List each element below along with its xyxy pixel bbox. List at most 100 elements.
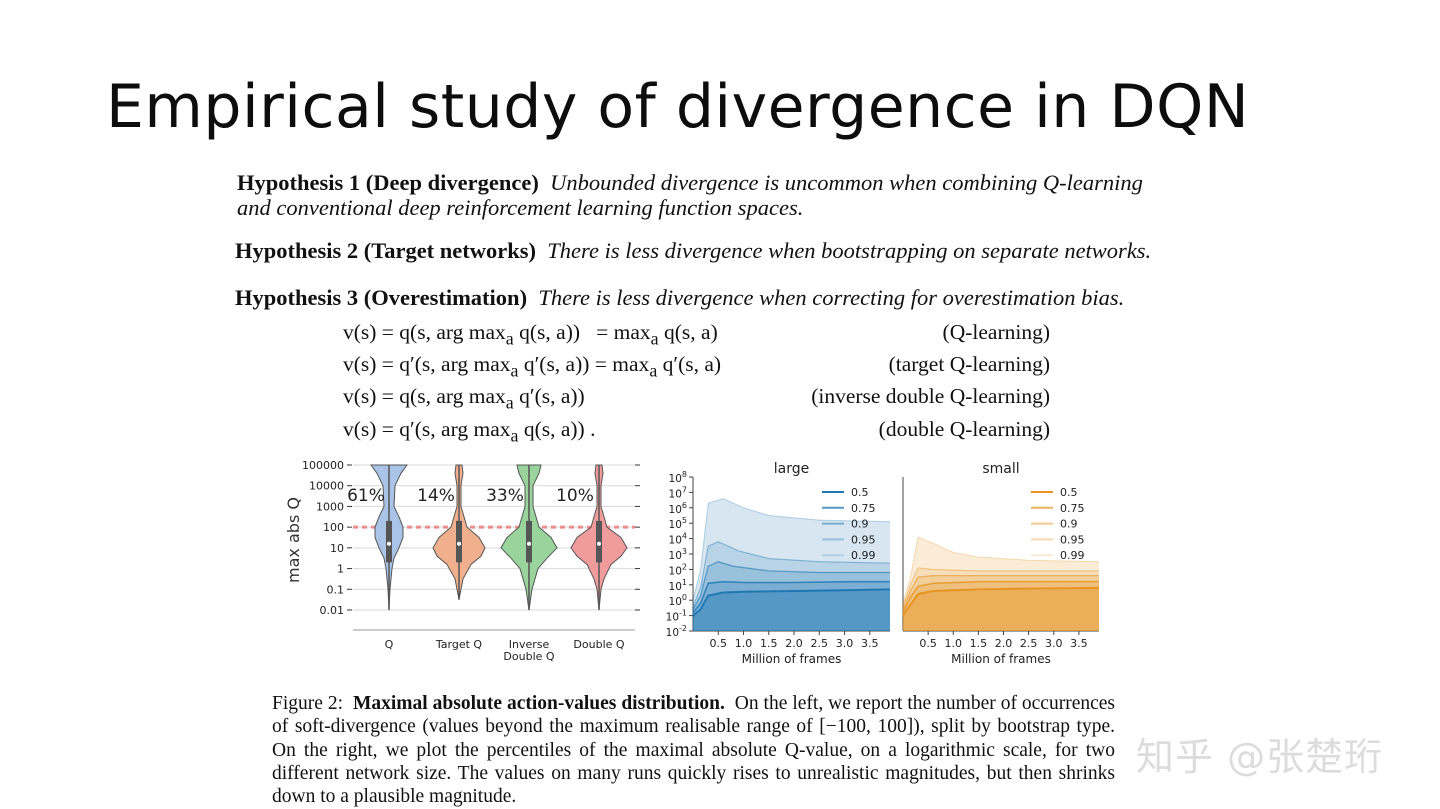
percentile-band-0.75 [693, 581, 890, 631]
legend-label: 0.5 [1060, 486, 1078, 499]
x-tick-label: Double Q [503, 650, 554, 663]
x-tick-label: Q [385, 638, 394, 651]
percent-label: 10% [556, 486, 594, 506]
legend-label: 0.99 [1060, 549, 1085, 562]
equation-sub: a [505, 328, 514, 349]
equation-name-double-q: (double Q-learning) [878, 417, 1050, 441]
percent-label: 14% [417, 486, 455, 506]
equation-rhs-sub: a [650, 328, 659, 349]
chart-title: small [982, 461, 1019, 477]
caption-bold: Maximal absolute action-values distribut… [352, 693, 725, 714]
percentile-line-0.9 [692, 561, 890, 610]
equation-lhs: v(s) = q(s, arg max [343, 320, 506, 344]
watermark-text: 知乎 @张楚珩 [1136, 735, 1384, 779]
x-tick-label: 1.0 [735, 637, 753, 650]
y-tick-label: 10 [330, 542, 344, 555]
hypothesis-3-text: There is less divergence when correcting… [538, 285, 1125, 310]
x-tick-label: Inverse [509, 638, 550, 651]
violin-box [596, 520, 602, 563]
legend-label: 0.95 [1060, 533, 1085, 546]
y-tick-label: 102 [669, 562, 687, 577]
x-tick-label: Double Q [573, 638, 624, 651]
percentile-line-0.95 [692, 541, 891, 607]
percentile-band-0.75 [903, 581, 1099, 631]
violin-box [456, 520, 462, 563]
equation-q-learning: v(s) = q(s, arg maxa q(s, a)) = maxa q(s… [343, 320, 718, 349]
equation-name-q-learning: (Q-learning) [942, 320, 1050, 344]
violin-median [527, 541, 531, 546]
equation-sub: a [510, 425, 519, 446]
x-tick-label: 3.0 [836, 637, 854, 650]
equation-mid: q(s, a)) . [518, 417, 596, 441]
figure-caption: Figure 2: Maximal absolute action-values… [272, 692, 1115, 808]
y-tick-label: 1000 [316, 500, 344, 513]
equation-rhs: = max [594, 352, 650, 376]
percentile-band-0.95 [903, 567, 1099, 631]
hypothesis-3: Hypothesis 3 (Overestimation) There is l… [235, 285, 1124, 310]
percentile-line-0.99 [902, 536, 1100, 604]
hypothesis-2: Hypothesis 2 (Target networks) There is … [235, 238, 1151, 263]
equation-sub: a [510, 360, 519, 381]
y-tick-label: 100000 [302, 459, 344, 472]
x-tick-label: 2.5 [1020, 637, 1038, 650]
legend-label: 0.75 [1060, 502, 1085, 515]
percentile-band-0.99 [693, 498, 890, 631]
y-tick-label: 105 [669, 516, 687, 531]
equation-lhs: v(s) = q(s, arg max [343, 384, 506, 408]
equation-double-q: v(s) = q′(s, arg maxa q(s, a)) . [343, 417, 595, 446]
y-tick-label: 0.01 [320, 604, 345, 617]
legend-label: 0.5 [851, 486, 869, 499]
percentile-line-0.95 [902, 567, 1099, 607]
hypothesis-1-text-line1: Unbounded divergence is uncommon when co… [550, 170, 1143, 195]
violin-box [526, 520, 532, 563]
x-axis-label: Million of frames [951, 652, 1051, 666]
slide-title: Empirical study of divergence in DQN [106, 72, 1250, 142]
chart-title: large [774, 461, 809, 477]
percentile-band-0.9 [693, 561, 890, 631]
equation-name-inverse-double-q: (inverse double Q-learning) [811, 384, 1050, 408]
equation-mid: q′(s, a)) [513, 384, 585, 408]
x-tick-label: 3.5 [861, 637, 879, 650]
x-tick-label: 1.0 [945, 637, 963, 650]
percentile-band-0.5 [903, 587, 1099, 631]
percentile-line-0.75 [902, 580, 1099, 613]
equation-target-q-learning: v(s) = q′(s, arg maxa q′(s, a)) = maxa q… [343, 352, 721, 381]
y-tick-label: 103 [669, 547, 687, 562]
violin-chart: max abs Q 100000 10000 1000 100 10 1 0.1 0.01 Q 61… [284, 459, 640, 663]
violin-median [387, 541, 391, 546]
x-tick-label: 2.0 [995, 637, 1013, 650]
y-tick-label: 104 [669, 532, 687, 547]
x-tick-label: 3.5 [1070, 637, 1088, 650]
equation-sub: a [505, 392, 514, 413]
legend-label: 0.9 [851, 518, 869, 531]
legend-label: 0.95 [851, 533, 876, 546]
equation-rhs-sub: a [649, 360, 658, 381]
y-tick-label: 100 [323, 521, 344, 534]
equation-rhs-post: q(s, a) [658, 320, 718, 344]
y-tick-label: 108 [669, 470, 687, 485]
violin-median [597, 541, 601, 546]
hypothesis-1-text-line2: and conventional deep reinforcement lear… [237, 195, 804, 220]
x-tick-label: 3.0 [1045, 637, 1063, 650]
percentile-band-0.99 [903, 537, 1099, 631]
y-tick-label: 101 [669, 578, 687, 593]
equation-name-target-q-learning: (target Q-learning) [888, 352, 1050, 376]
hypothesis-3-label: Hypothesis 3 (Overestimation) [235, 285, 528, 310]
legend-label: 0.9 [1060, 518, 1078, 531]
equation-lhs: v(s) = q′(s, arg max [343, 352, 511, 376]
percent-label: 33% [486, 486, 524, 506]
x-axis-label: Million of frames [742, 652, 842, 666]
y-tick-label: 107 [669, 485, 687, 500]
equation-inverse-double-q: v(s) = q(s, arg maxa q′(s, a)) [343, 384, 585, 413]
x-tick-label: 0.5 [919, 637, 937, 650]
y-tick-label: 100 [669, 593, 687, 608]
x-tick-label: 0.5 [710, 637, 728, 650]
legend-label: 0.75 [851, 502, 876, 515]
y-tick-label: 10-1 [666, 609, 687, 624]
x-tick-label: Target Q [435, 638, 483, 651]
percentile-line-0.9 [902, 574, 1099, 610]
x-tick-label: 2.0 [785, 637, 803, 650]
equation-lhs: v(s) = q′(s, arg max [343, 417, 511, 441]
violin-median [457, 541, 461, 546]
